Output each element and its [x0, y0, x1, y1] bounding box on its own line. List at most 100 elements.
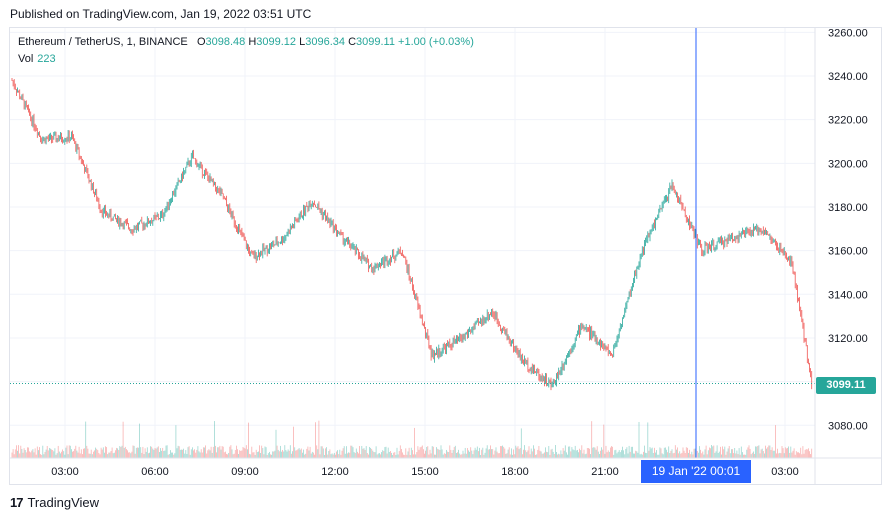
volume-bar: [536, 454, 538, 458]
volume-bar: [648, 450, 650, 458]
volume-bar: [406, 454, 408, 458]
volume-bar: [298, 448, 300, 458]
volume-bar: [500, 446, 501, 458]
volume-bar: [506, 453, 508, 458]
volume-bar: [759, 453, 761, 458]
volume-bar: [524, 445, 525, 458]
volume-bar: [732, 449, 733, 458]
volume-bar: [261, 445, 263, 458]
volume-bar: [227, 454, 228, 458]
price-tick-label: 3200.00: [828, 158, 868, 170]
volume-bar: [96, 448, 98, 458]
volume-bar: [479, 447, 480, 458]
volume-bar: [307, 446, 309, 458]
volume-bar: [693, 448, 695, 458]
volume-bar: [460, 454, 462, 458]
volume-bar: [725, 454, 727, 458]
volume-bar: [553, 453, 555, 458]
volume-bar: [304, 454, 305, 458]
volume-bar: [141, 452, 143, 458]
volume-bar: [231, 449, 233, 458]
volume-bar: [530, 448, 532, 458]
volume-bar: [209, 450, 211, 458]
volume-bar: [234, 450, 236, 458]
volume-bar: [475, 449, 477, 458]
volume-bar: [650, 448, 652, 458]
volume-bar: [89, 453, 91, 458]
volume-bar: [454, 445, 456, 458]
volume-bar: [660, 448, 662, 458]
volume-bar: [451, 452, 453, 458]
volume-bar: [761, 448, 763, 458]
volume-bar: [210, 446, 212, 458]
volume-bar: [481, 449, 483, 458]
volume-bar: [130, 453, 132, 458]
volume-bar: [101, 449, 103, 458]
volume-bar: [665, 447, 666, 458]
volume-bar: [398, 451, 400, 458]
volume-bar: [326, 447, 327, 458]
volume-bar: [204, 447, 205, 458]
volume-bar: [726, 451, 728, 458]
volume-bar: [368, 454, 369, 458]
volume-bar: [358, 453, 359, 458]
volume-bar: [329, 449, 331, 458]
volume-bar: [707, 450, 709, 458]
volume-bar: [223, 452, 225, 458]
volume-bar: [570, 451, 572, 458]
volume-bar: [200, 449, 202, 458]
volume-bar: [187, 447, 189, 458]
volume-bar: [100, 447, 102, 458]
volume-bar: [682, 447, 684, 458]
volume-bar: [348, 452, 349, 458]
volume-bar: [341, 450, 343, 458]
ohlc-legend[interactable]: Ethereum / TetherUS, 1, BINANCE O3098.48…: [18, 36, 474, 48]
volume-bar: [408, 447, 410, 458]
volume-bar: [238, 453, 239, 458]
volume-bar: [289, 445, 291, 458]
volume-bar: [516, 447, 518, 458]
volume-bar: [160, 448, 161, 458]
volume-bar: [347, 453, 348, 458]
volume-bar: [214, 421, 215, 458]
volume-bar: [391, 452, 392, 458]
volume-bar: [166, 445, 168, 458]
volume-bar: [457, 452, 458, 458]
volume-bar: [386, 453, 388, 458]
volume-bar: [21, 448, 23, 458]
volume-bar: [668, 446, 670, 458]
volume-bar: [760, 449, 762, 458]
volume-bar: [478, 451, 479, 458]
volume-bar: [472, 454, 474, 458]
volume-bar: [35, 454, 37, 458]
volume-bar: [173, 454, 175, 458]
volume-bar: [197, 446, 199, 458]
volume-bar: [806, 449, 808, 458]
volume-bar: [34, 448, 36, 458]
volume-bar: [72, 451, 73, 458]
volume-bar: [380, 454, 381, 458]
volume-bar: [254, 454, 256, 458]
volume-bar: [39, 447, 40, 458]
volume-bar: [256, 452, 258, 458]
volume-bar: [765, 445, 766, 458]
volume-bar: [527, 450, 529, 458]
volume-bar: [168, 454, 170, 458]
volume-bar: [586, 447, 588, 458]
volume-bar: [394, 452, 396, 458]
volume-bar: [255, 449, 257, 458]
volume-bar: [794, 454, 796, 458]
volume-legend[interactable]: Vol 223: [18, 53, 56, 65]
volume-bar: [612, 446, 613, 458]
volume-bar: [143, 454, 145, 458]
symbol-label[interactable]: Ethereum / TetherUS, 1, BINANCE: [18, 36, 188, 48]
price-tick-label: 3140.00: [828, 289, 868, 301]
volume-bar: [150, 446, 151, 458]
tradingview-logo[interactable]: 17 TradingView: [10, 495, 99, 510]
volume-bar: [354, 453, 356, 458]
volume-bar: [661, 453, 663, 458]
volume-bar: [190, 449, 192, 458]
volume-bar: [584, 454, 586, 458]
volume-bar: [260, 452, 261, 458]
